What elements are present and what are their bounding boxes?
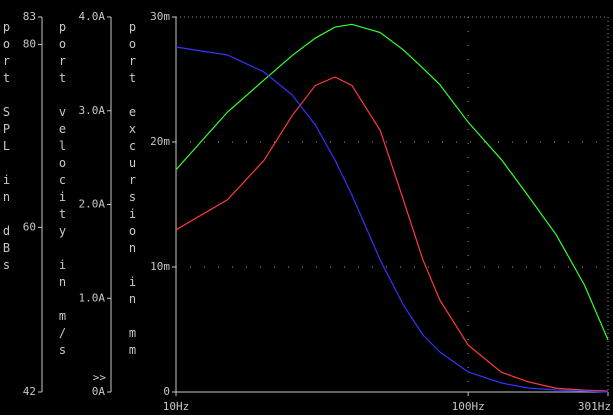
y3-tick-label: 30m (150, 10, 170, 23)
x-tick-label: 301Hz (578, 400, 611, 413)
y2-tick-label: 4.0A (79, 10, 106, 23)
y2-axis-label: port velocity in m/s (56, 20, 70, 360)
y3-tick-label: 10m (150, 260, 170, 273)
y-tick-label: 80 (23, 37, 36, 50)
y2-tick-label: 0A (92, 385, 106, 398)
series-line (175, 76, 609, 392)
y2-tick-label: 2.0A (79, 198, 106, 211)
x-tick-label: 10Hz (163, 400, 190, 413)
y-tick-label: 42 (23, 385, 36, 398)
y3-tick-label: 20m (150, 135, 170, 148)
y2-tick-label: 3.0A (79, 104, 106, 117)
y-tick-label: 60 (23, 220, 36, 233)
y-axis-label: port SPL in dBs (0, 20, 14, 275)
axis-marker: >> (93, 371, 107, 384)
y3-axis-label: port excursion in mm (126, 20, 140, 360)
x-tick-label: 100Hz (452, 400, 485, 413)
y3-tick-label: 0 (163, 385, 170, 398)
series-line (175, 46, 609, 393)
series-line (175, 23, 609, 341)
y-tick-label: 83 (23, 10, 36, 23)
y2-tick-label: 1.0A (79, 291, 106, 304)
